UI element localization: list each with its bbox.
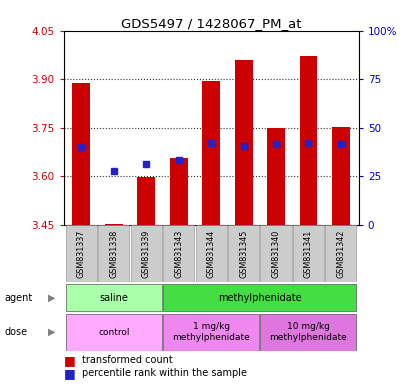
Text: GSM831342: GSM831342 xyxy=(336,229,344,278)
Bar xyxy=(299,56,317,225)
Bar xyxy=(163,314,258,351)
Text: GSM831340: GSM831340 xyxy=(271,229,280,278)
Text: methylphenidate: methylphenidate xyxy=(218,293,301,303)
Bar xyxy=(195,225,226,282)
Text: ▶: ▶ xyxy=(47,293,55,303)
Bar xyxy=(260,225,291,282)
Bar xyxy=(66,284,162,311)
Bar xyxy=(260,314,355,351)
Bar xyxy=(98,225,129,282)
Text: GSM831341: GSM831341 xyxy=(303,229,312,278)
Bar xyxy=(66,314,162,351)
Text: percentile rank within the sample: percentile rank within the sample xyxy=(82,368,246,378)
Text: ■: ■ xyxy=(63,367,79,380)
Bar xyxy=(325,225,355,282)
Bar xyxy=(130,225,162,282)
Text: GSM831344: GSM831344 xyxy=(206,229,215,278)
Text: agent: agent xyxy=(4,293,32,303)
Bar xyxy=(66,225,97,282)
Text: dose: dose xyxy=(4,327,27,337)
Bar xyxy=(266,128,284,225)
Text: ■: ■ xyxy=(63,354,79,367)
Text: saline: saline xyxy=(99,293,128,303)
Text: GSM831343: GSM831343 xyxy=(174,229,183,278)
Title: GDS5497 / 1428067_PM_at: GDS5497 / 1428067_PM_at xyxy=(121,17,301,30)
Text: GSM831337: GSM831337 xyxy=(77,229,85,278)
Bar xyxy=(292,225,323,282)
Text: GSM831338: GSM831338 xyxy=(109,229,118,278)
Text: control: control xyxy=(98,328,129,337)
Text: 1 mg/kg
methylphenidate: 1 mg/kg methylphenidate xyxy=(172,323,249,342)
Bar xyxy=(72,83,90,225)
Text: GSM831345: GSM831345 xyxy=(238,229,247,278)
Text: 10 mg/kg
methylphenidate: 10 mg/kg methylphenidate xyxy=(269,323,346,342)
Bar xyxy=(234,60,252,225)
Bar xyxy=(227,225,258,282)
Bar xyxy=(137,177,155,225)
Bar xyxy=(169,158,187,225)
Bar xyxy=(202,81,220,225)
Text: ▶: ▶ xyxy=(47,327,55,337)
Bar xyxy=(163,225,194,282)
Text: transformed count: transformed count xyxy=(82,355,172,365)
Bar xyxy=(163,284,355,311)
Bar xyxy=(331,127,349,225)
Text: GSM831339: GSM831339 xyxy=(142,229,151,278)
